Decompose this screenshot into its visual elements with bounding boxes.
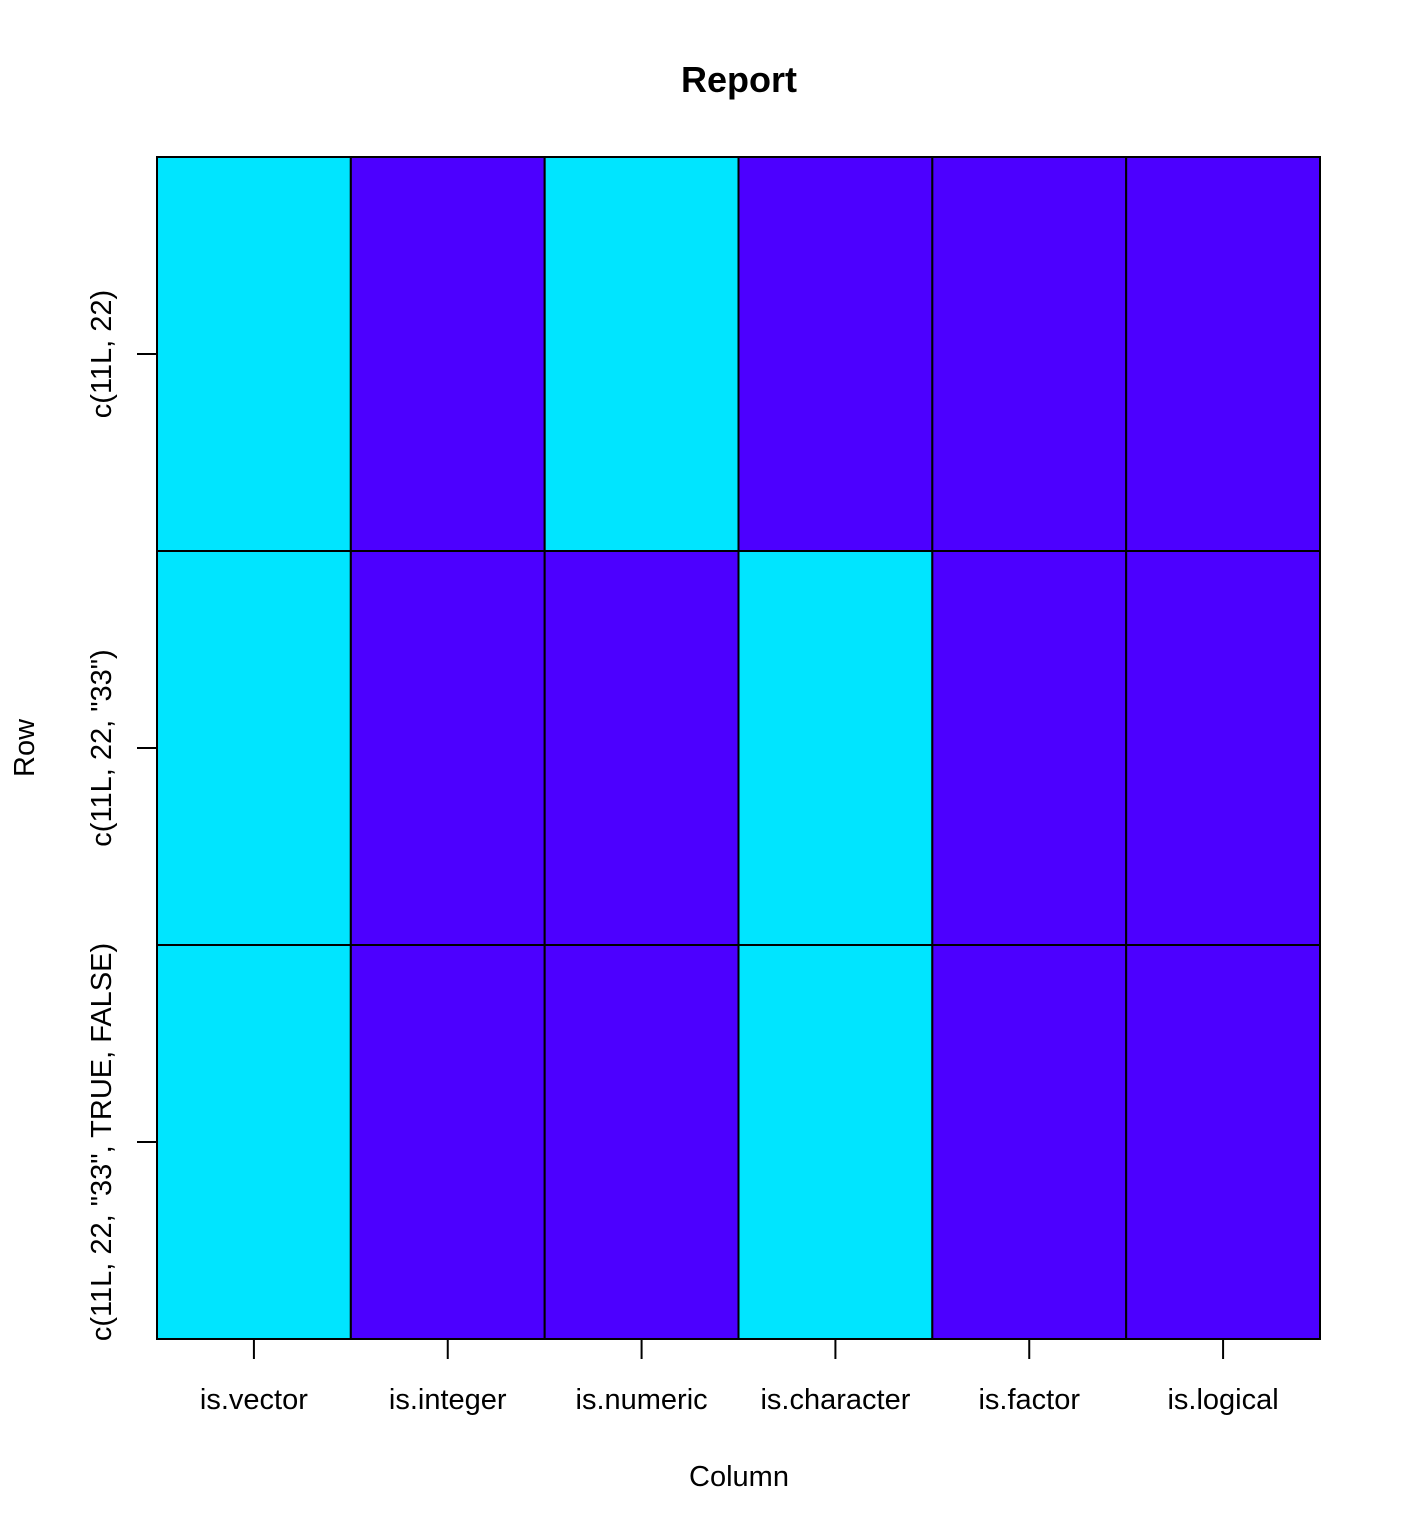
y-axis-label: Row: [9, 718, 41, 777]
y-tick-label: c(11L, 22): [86, 290, 118, 418]
x-tick-label: is.logical: [1167, 1384, 1278, 1416]
x-tick-label: is.integer: [389, 1384, 507, 1416]
y-tick-label: c(11L, 22, "33", TRUE, FALSE): [86, 943, 118, 1341]
heatmap-cell: [1125, 550, 1321, 946]
heatmap-cell: [156, 944, 352, 1340]
heatmap-cell: [737, 550, 934, 946]
x-tick-label: is.character: [760, 1384, 910, 1416]
x-axis-label: Column: [689, 1461, 789, 1493]
heatmap-cell: [543, 550, 740, 946]
heatmap-cells: [156, 156, 1321, 1340]
x-tick-label: is.vector: [200, 1384, 308, 1416]
heatmap-cell: [931, 944, 1128, 1340]
x-axis: is.vector is.integer is.numeric is.characte…: [200, 1339, 1279, 1416]
x-tick-label: is.factor: [978, 1384, 1080, 1416]
heatmap-cell: [1125, 156, 1321, 552]
heatmap-cell: [543, 156, 740, 552]
heatmap-cell: [349, 944, 546, 1340]
heatmap-cell: [349, 550, 546, 946]
y-axis: c(11L, 22) c(11L, 22, "33") c(11L, 22, "33…: [86, 290, 157, 1341]
heatmap-cell: [349, 156, 546, 552]
heatmap-cell: [543, 944, 740, 1340]
heatmap-cell: [931, 156, 1128, 552]
heatmap-cell: [156, 550, 352, 946]
y-tick-label: c(11L, 22, "33"): [86, 649, 118, 846]
x-tick-label: is.numeric: [576, 1384, 708, 1416]
heatmap-cell: [1125, 944, 1321, 1340]
heatmap-cell: [931, 550, 1128, 946]
chart-title: Report: [681, 59, 797, 100]
heatmap-cell: [156, 156, 352, 552]
heatmap-cell: [737, 944, 934, 1340]
heatmap-cell: [737, 156, 934, 552]
